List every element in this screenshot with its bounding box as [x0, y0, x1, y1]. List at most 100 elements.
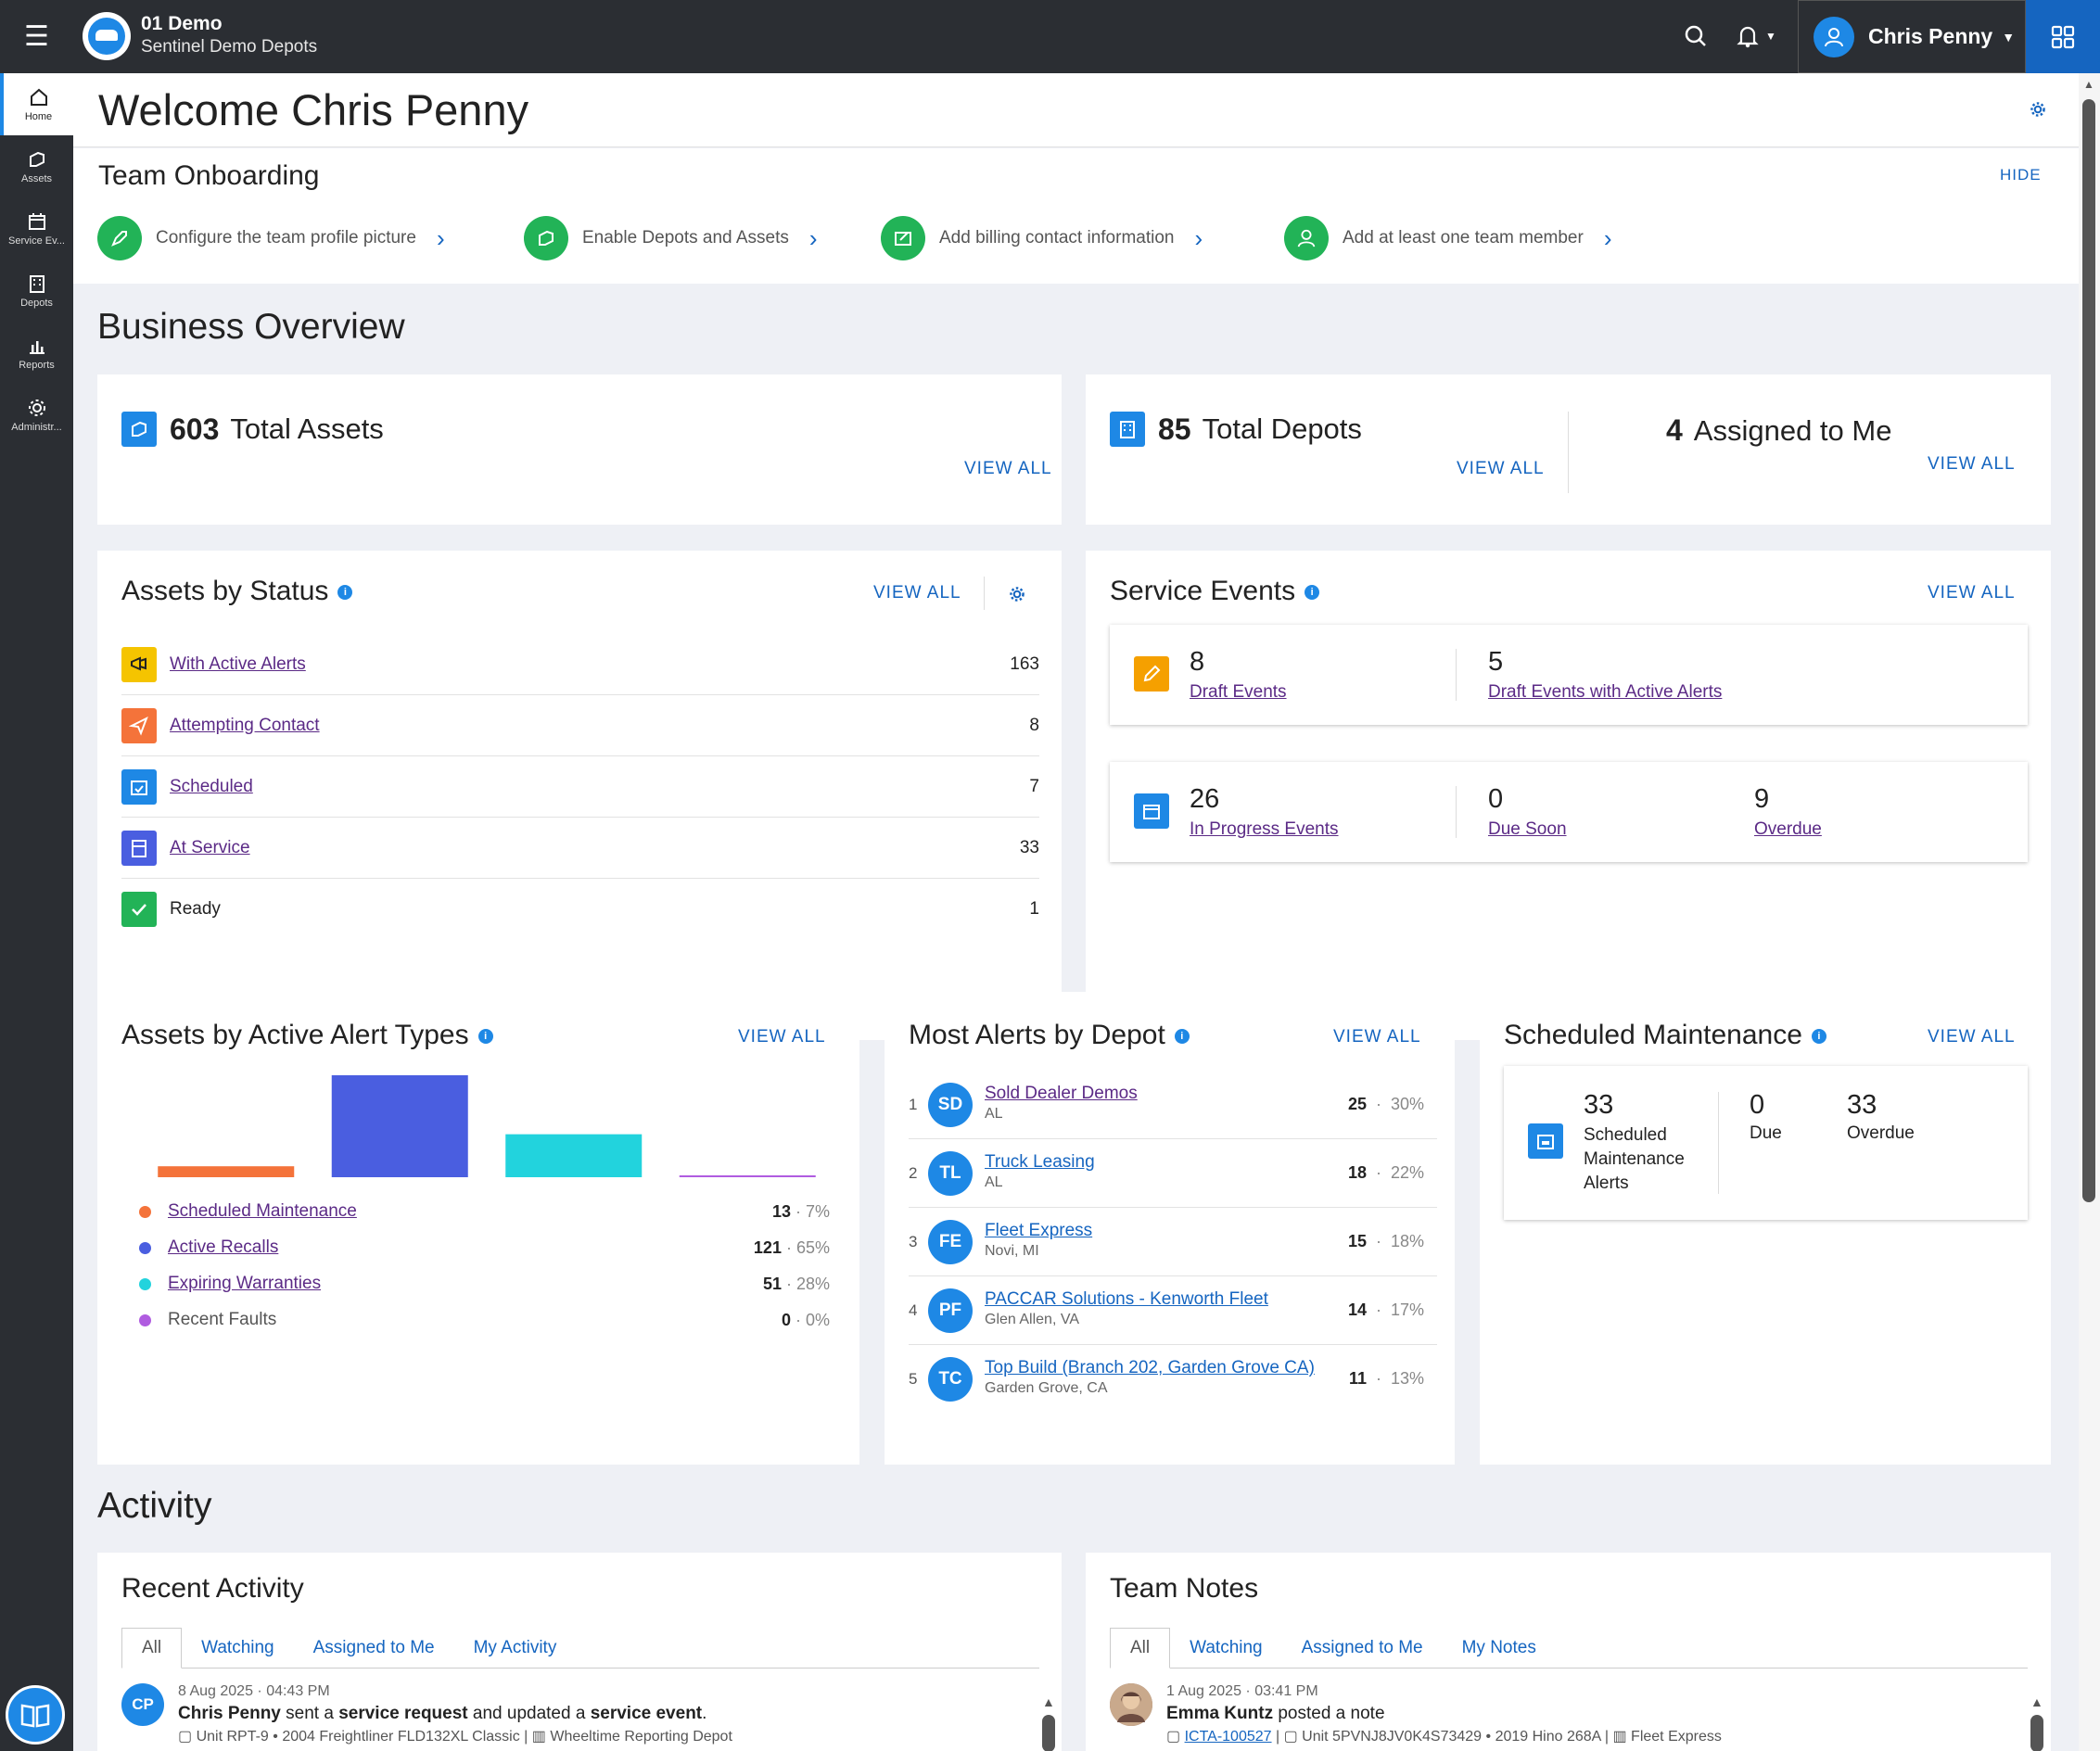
onboarding-step-billing[interactable]: Add billing contact information › — [881, 215, 1203, 261]
search-icon[interactable] — [1680, 20, 1712, 52]
scrollbar-thumb[interactable] — [2082, 99, 2095, 1202]
sidebar-item-service-events[interactable]: Service Ev... — [0, 197, 73, 260]
text-part: sent a — [280, 1704, 339, 1723]
view-all-alert-types-link[interactable]: VIEW ALL — [738, 1027, 826, 1047]
label-line: Alerts — [1584, 1174, 1629, 1193]
activity-title: Activity — [97, 1486, 212, 1526]
service-events-card: Service Events i VIEW ALL 8 Draft Events … — [1086, 551, 2051, 1040]
view-all-depots-alerts-link[interactable]: VIEW ALL — [1333, 1027, 1421, 1047]
recent-activity-title: Recent Activity — [121, 1573, 304, 1604]
card-title-text: Service Events — [1110, 576, 1296, 606]
tab-all[interactable]: All — [121, 1628, 183, 1669]
tab-watching[interactable]: Watching — [201, 1638, 274, 1657]
depot-row: 4 PF PACCAR Solutions - Kenworth Fleet G… — [909, 1276, 1437, 1345]
view-all-status-link[interactable]: VIEW ALL — [873, 583, 961, 603]
menu-icon[interactable]: ☰ — [24, 21, 49, 52]
legend-count: 51 — [762, 1274, 782, 1293]
tab-assigned-to-me[interactable]: Assigned to Me — [1301, 1638, 1423, 1657]
sidebar-item-administration[interactable]: Administr... — [0, 384, 73, 446]
info-icon[interactable]: i — [1811, 1029, 1826, 1045]
scroll-up-icon[interactable]: ▲ — [1042, 1694, 1055, 1709]
draft-events-link[interactable]: Draft Events — [1190, 682, 1287, 702]
event-link[interactable]: ICTA-100527 — [1184, 1729, 1272, 1745]
due-soon-link[interactable]: Due Soon — [1488, 819, 1567, 839]
info-icon[interactable]: i — [477, 1029, 493, 1045]
apps-grid-icon[interactable] — [2026, 0, 2100, 73]
depot-count: 25 · 30% — [1347, 1095, 1424, 1113]
legend-pct: 28% — [795, 1274, 830, 1293]
status-link[interactable]: Attempting Contact — [170, 715, 320, 735]
user-menu[interactable]: Chris Penny ▼ — [1798, 0, 2026, 73]
legend-row: Scheduled Maintenance 13 · 7% — [139, 1198, 830, 1225]
chart-bar — [158, 1166, 295, 1177]
legend-row: Recent Faults 0 · 0% — [139, 1306, 830, 1334]
sidebar-item-label: Assets — [20, 172, 52, 184]
tab-watching[interactable]: Watching — [1190, 1638, 1263, 1657]
depot-rank: 4 — [909, 1301, 918, 1319]
sidebar-item-home[interactable]: Home — [0, 73, 73, 135]
depot-row: 5 TC Top Build (Branch 202, Garden Grove… — [909, 1345, 1437, 1414]
depot-count: 11 · 13% — [1348, 1369, 1424, 1388]
depot-link[interactable]: Sold Dealer Demos — [985, 1084, 1138, 1103]
depot-label: Fleet Express — [1631, 1729, 1722, 1745]
tab-my-activity[interactable]: My Activity — [473, 1638, 557, 1657]
depot-count-value: 18 — [1347, 1163, 1367, 1182]
sidebar-item-reports[interactable]: Reports — [0, 322, 73, 384]
depot-link[interactable]: Top Build (Branch 202, Garden Grove CA) — [985, 1358, 1315, 1377]
note-item[interactable]: 1 Aug 2025 · 03:41 PM Emma Kuntz posted … — [1110, 1683, 2009, 1745]
view-all-maintenance-link[interactable]: VIEW ALL — [1928, 1027, 2016, 1047]
depot-link[interactable]: Fleet Express — [985, 1221, 1093, 1240]
in-progress-link[interactable]: In Progress Events — [1190, 819, 1339, 839]
tab-my-notes[interactable]: My Notes — [1461, 1638, 1536, 1657]
view-all-service-events-link[interactable]: VIEW ALL — [1928, 583, 2016, 603]
tab-assigned-to-me[interactable]: Assigned to Me — [312, 1638, 435, 1657]
onboarding-step-team-member[interactable]: Add at least one team member › — [1284, 215, 1611, 261]
sidebar-item-assets[interactable]: Assets — [0, 135, 73, 197]
legend-link[interactable]: Active Recalls — [168, 1237, 279, 1257]
settings-gear-icon[interactable] — [1009, 586, 1025, 603]
help-book-button[interactable] — [6, 1685, 65, 1745]
calendar-icon — [28, 212, 45, 230]
legend-link[interactable]: Expiring Warranties — [168, 1274, 322, 1293]
info-icon[interactable]: i — [1305, 585, 1320, 601]
view-all-depots-link[interactable]: VIEW ALL — [1457, 459, 1545, 478]
draft-alerts-link[interactable]: Draft Events with Active Alerts — [1488, 682, 1723, 702]
team-onboarding-panel: Team Onboarding HIDE Configure the team … — [73, 148, 2079, 284]
status-link[interactable]: At Service — [170, 837, 250, 857]
onboarding-step-profile-picture[interactable]: Configure the team profile picture › — [97, 215, 445, 261]
scroll-up-icon[interactable]: ▲ — [2083, 78, 2094, 91]
activity-item[interactable]: CP 8 Aug 2025 · 04:43 PM Chris Penny sen… — [121, 1683, 1021, 1745]
onboarding-step-enable-depots[interactable]: Enable Depots and Assets › — [524, 215, 818, 261]
depot-link[interactable]: Truck Leasing — [985, 1152, 1095, 1172]
view-all-assets-link[interactable]: VIEW ALL — [964, 459, 1052, 478]
notifications-bell-icon[interactable]: ▼ — [1734, 20, 1780, 52]
draft-count: 8 — [1190, 647, 1205, 677]
settings-gear-icon[interactable] — [2030, 101, 2046, 118]
page-scrollbar[interactable]: ▲ — [2079, 73, 2100, 1751]
scrollbar-thumb[interactable] — [1042, 1715, 1055, 1751]
org-logo[interactable] — [83, 12, 131, 60]
sidebar-item-depots[interactable]: Depots — [0, 260, 73, 322]
draft-alerts-count: 5 — [1488, 647, 1504, 677]
text-part: . — [702, 1704, 707, 1723]
sidebar-item-label: Home — [24, 110, 53, 122]
legend-link[interactable]: Scheduled Maintenance — [168, 1201, 357, 1221]
view-all-assigned-link[interactable]: VIEW ALL — [1928, 454, 2016, 474]
chart-bar — [679, 1175, 816, 1177]
page-title: Welcome Chris Penny — [98, 85, 529, 134]
tab-all[interactable]: All — [1110, 1628, 1171, 1669]
legend-dot — [139, 1313, 151, 1326]
depot-avatar: TC — [928, 1357, 973, 1402]
status-link[interactable]: With Active Alerts — [170, 653, 306, 674]
scrollbar-thumb[interactable] — [2030, 1715, 2043, 1751]
overdue-link[interactable]: Overdue — [1754, 819, 1822, 839]
hide-onboarding-button[interactable]: HIDE — [2000, 166, 2042, 184]
depot-link[interactable]: PACCAR Solutions - Kenworth Fleet — [985, 1289, 1268, 1309]
info-icon[interactable]: i — [337, 585, 353, 601]
sched-maint-box: 33 Scheduled Maintenance Alerts 0 Due 33… — [1504, 1066, 2028, 1220]
scroll-up-icon[interactable]: ▲ — [2030, 1694, 2043, 1709]
text-part: posted a note — [1273, 1704, 1385, 1723]
asset-icon — [524, 216, 568, 260]
status-link[interactable]: Scheduled — [170, 776, 253, 796]
info-icon[interactable]: i — [1174, 1029, 1190, 1045]
